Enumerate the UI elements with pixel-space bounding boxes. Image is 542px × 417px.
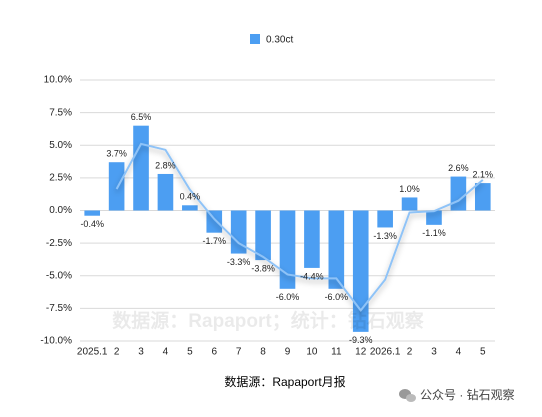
data-label: -3.8% bbox=[251, 263, 275, 273]
data-label: -3.3% bbox=[227, 257, 251, 267]
source-note: 数据源：Rapaport月报 bbox=[224, 374, 345, 389]
bar bbox=[401, 197, 418, 211]
bar bbox=[133, 125, 149, 211]
legend-swatch bbox=[250, 34, 260, 44]
y-tick-label: 7.5% bbox=[49, 107, 72, 118]
x-tick-label: 11 bbox=[331, 347, 342, 358]
data-label: -4.4% bbox=[300, 271, 324, 281]
bar bbox=[108, 162, 125, 211]
bar bbox=[157, 173, 174, 211]
data-label: -1.7% bbox=[203, 236, 227, 246]
data-label: 6.5% bbox=[131, 112, 152, 122]
bar bbox=[450, 176, 467, 211]
x-tick-label: 7 bbox=[236, 347, 242, 358]
bar bbox=[279, 210, 296, 289]
x-tick-label: 2 bbox=[407, 347, 413, 358]
x-tick-label: 6 bbox=[211, 347, 217, 358]
y-tick-label: 0.0% bbox=[49, 205, 72, 216]
x-tick-label: 8 bbox=[260, 347, 266, 358]
data-label: 1.0% bbox=[399, 184, 420, 194]
x-tick-label: 2025.1 bbox=[77, 347, 108, 358]
x-tick-label: 5 bbox=[187, 347, 193, 358]
x-tick-label: 4 bbox=[163, 347, 169, 358]
y-tick-label: 10.0% bbox=[44, 75, 72, 86]
x-tick-label: 10 bbox=[306, 347, 318, 358]
bar bbox=[230, 210, 247, 254]
data-label: 2.1% bbox=[473, 169, 494, 179]
data-label: 0.4% bbox=[180, 192, 201, 202]
trend-line bbox=[115, 142, 484, 312]
y-tick-label: -10.0% bbox=[40, 336, 72, 347]
bar bbox=[182, 205, 198, 211]
x-tick-label: 9 bbox=[285, 347, 291, 358]
data-label: 2.8% bbox=[155, 160, 176, 170]
x-tick-label: 5 bbox=[480, 347, 486, 358]
bar bbox=[328, 210, 345, 289]
data-label: -9.3% bbox=[349, 335, 373, 345]
data-label: 2.6% bbox=[448, 163, 469, 173]
footer: 公众号 · 钻石观察 bbox=[420, 387, 515, 402]
y-tick-label: 5.0% bbox=[49, 140, 72, 151]
data-label: -1.1% bbox=[422, 228, 446, 238]
data-label: -1.3% bbox=[373, 231, 397, 241]
data-label: -6.0% bbox=[276, 292, 300, 302]
wechat-icon bbox=[399, 389, 416, 402]
bar bbox=[426, 210, 442, 225]
data-label: 3.7% bbox=[106, 149, 127, 159]
x-tick-label: 2 bbox=[114, 347, 120, 358]
x-tick-label: 2026.1 bbox=[370, 347, 401, 358]
x-tick-label: 3 bbox=[138, 347, 144, 358]
y-tick-label: -7.5% bbox=[46, 303, 72, 314]
x-tick-label: 4 bbox=[456, 347, 462, 358]
x-tick-label: 12 bbox=[355, 347, 367, 358]
data-label: -0.4% bbox=[80, 219, 104, 229]
bar bbox=[352, 210, 369, 332]
y-tick-label: -2.5% bbox=[46, 238, 72, 249]
data-label: -6.0% bbox=[325, 292, 349, 302]
bar bbox=[377, 210, 393, 228]
y-tick-label: -5.0% bbox=[46, 270, 72, 281]
legend-label: 0.30ct bbox=[266, 35, 293, 46]
bar bbox=[255, 210, 271, 261]
bar bbox=[206, 210, 223, 233]
bar bbox=[304, 210, 320, 268]
bar bbox=[84, 210, 101, 216]
y-tick-label: 2.5% bbox=[49, 173, 72, 184]
bar bbox=[474, 183, 491, 211]
x-tick-label: 3 bbox=[431, 347, 437, 358]
watermark: 数据源：Rapaport；统计：钻石观察 bbox=[112, 309, 424, 332]
